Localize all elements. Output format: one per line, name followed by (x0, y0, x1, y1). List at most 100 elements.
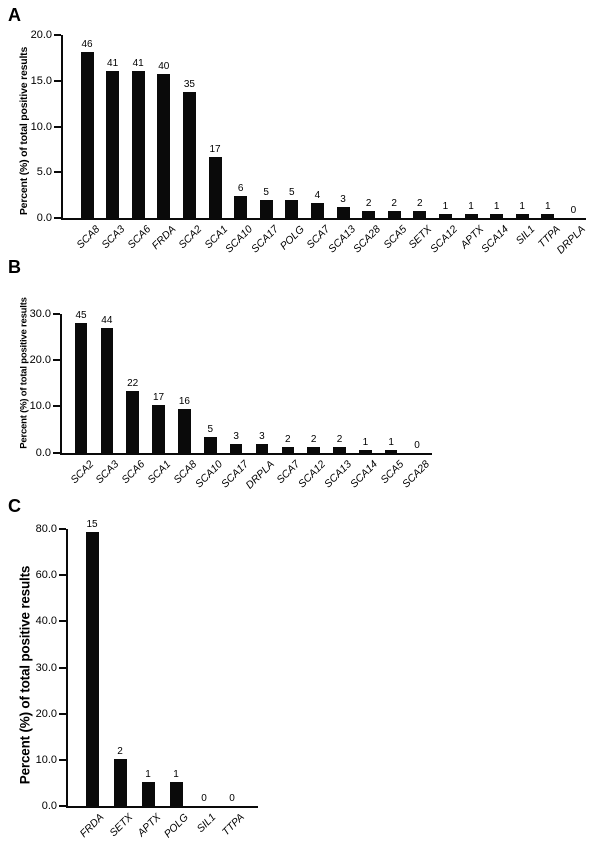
bar-value-SCA7: 2 (285, 433, 291, 445)
bar-value-SCA3: 41 (107, 58, 119, 69)
bar-value-SCA12: 2 (310, 433, 317, 445)
y-tick-label: 0.0 (36, 212, 52, 224)
bar-SCA6 (126, 390, 139, 453)
y-tick-mark (54, 34, 61, 36)
bar-value-SCA28: 0 (414, 439, 420, 451)
bar-SCA10 (204, 436, 217, 453)
bar-SCA17 (229, 443, 243, 453)
bar-value-POLG: 5 (289, 187, 295, 198)
y-axis-line (60, 314, 62, 455)
y-tick-label: 20.0 (35, 707, 57, 720)
bar-SCA13 (333, 446, 346, 453)
bar-value-APTX: 1 (468, 201, 474, 212)
bar-SCA12 (438, 214, 452, 218)
y-tick-mark (59, 805, 66, 807)
y-tick-mark (54, 171, 61, 174)
bar-SCA3 (106, 71, 120, 218)
y-tick-label: 5.0 (36, 166, 52, 179)
x-axis-line (60, 452, 432, 455)
y-tick-label: 20.0 (30, 29, 52, 41)
bar-value-SCA17: 3 (233, 430, 239, 442)
y-axis-line (66, 529, 68, 808)
bar-SCA7 (281, 446, 295, 453)
bar-SCA7 (310, 203, 324, 218)
y-tick-label: 0.0 (35, 446, 51, 459)
y-tick-label: 60.0 (35, 569, 57, 582)
y-tick-mark (59, 528, 66, 530)
bar-value-SCA1: 17 (152, 391, 165, 403)
bar-value-DRPLA: 0 (570, 205, 577, 216)
bar-value-SCA8: 16 (178, 395, 190, 407)
bar-value-SCA12: 1 (442, 201, 449, 212)
bar-SCA8 (80, 52, 94, 218)
bar-value-POLG: 1 (173, 769, 179, 780)
y-tick-label: 80.0 (35, 523, 57, 535)
bar-value-SETX: 2 (117, 746, 123, 757)
bar-value-SCA17: 5 (263, 187, 269, 198)
bar-value-FRDA: 15 (86, 519, 98, 530)
bar-value-SCA3: 44 (101, 314, 113, 326)
bar-SCA14 (359, 449, 372, 453)
y-tick-mark (54, 125, 61, 128)
x-category-label-SETX: SETX (106, 811, 135, 840)
y-tick-label: 30.0 (29, 308, 51, 320)
bar-value-SETX: 2 (417, 198, 423, 209)
bar-value-SCA2: 35 (183, 79, 195, 90)
bar-value-SCA10: 5 (207, 423, 214, 435)
bar-SETX (113, 759, 127, 806)
y-tick-mark (59, 666, 66, 669)
bar-SCA5 (387, 211, 401, 218)
bar-value-SCA1: 17 (209, 144, 221, 155)
y-tick-mark (53, 405, 60, 408)
bar-POLG (169, 782, 183, 806)
bar-value-SCA5: 1 (388, 436, 394, 448)
bar-value-DRPLA: 3 (259, 430, 265, 442)
bar-SCA1 (152, 404, 165, 453)
bar-value-SCA6: 22 (127, 377, 139, 389)
bar-value-SCA13: 3 (340, 194, 346, 205)
bar-value-TTPA: 1 (545, 201, 551, 212)
bar-value-SCA2: 45 (75, 309, 87, 321)
y-tick-label: 0.0 (41, 800, 57, 812)
y-tick-mark (59, 620, 66, 623)
y-tick-label: 10.0 (29, 400, 51, 413)
x-category-label-APTX: APTX (134, 811, 163, 840)
x-axis-line (61, 218, 586, 220)
bar-FRDA (85, 532, 99, 806)
bar-SCA2 (182, 92, 196, 218)
bar-value-SCA14: 1 (362, 436, 369, 448)
bar-value-SCA5: 2 (391, 198, 397, 209)
x-category-label-POLG: POLG (161, 811, 191, 841)
bar-SCA2 (74, 322, 88, 453)
y-axis-line (61, 35, 63, 220)
bar-value-SCA13: 2 (336, 433, 343, 445)
y-tick-mark (54, 217, 61, 219)
bar-POLG (285, 200, 299, 218)
y-tick-mark (54, 79, 61, 82)
y-tick-mark (53, 451, 60, 454)
bar-value-SCA14: 1 (493, 201, 500, 212)
y-tick-label: 30.0 (35, 661, 57, 674)
bar-value-SCA28: 2 (365, 198, 372, 209)
bar-APTX (141, 782, 155, 806)
bar-value-SCA10: 6 (237, 183, 244, 194)
x-category-label-TTPA: TTPA (219, 811, 247, 839)
panel-b-letter: B (8, 257, 21, 277)
bar-APTX (464, 214, 478, 218)
bar-SCA10 (234, 196, 248, 218)
y-tick-label: 10.0 (35, 753, 57, 766)
y-tick-label: 15.0 (30, 74, 52, 87)
y-tick-mark (59, 758, 66, 761)
bar-value-TTPA: 0 (229, 793, 235, 804)
bar-value-APTX: 1 (145, 769, 151, 780)
bar-SCA12 (307, 446, 320, 453)
bar-value-SCA7: 4 (314, 190, 321, 201)
bar-SCA6 (131, 71, 145, 218)
bar-SCA17 (259, 200, 273, 218)
bar-SCA8 (178, 408, 191, 453)
panel-a-letter: A (8, 5, 21, 25)
bar-value-SIL1: 0 (201, 793, 207, 804)
